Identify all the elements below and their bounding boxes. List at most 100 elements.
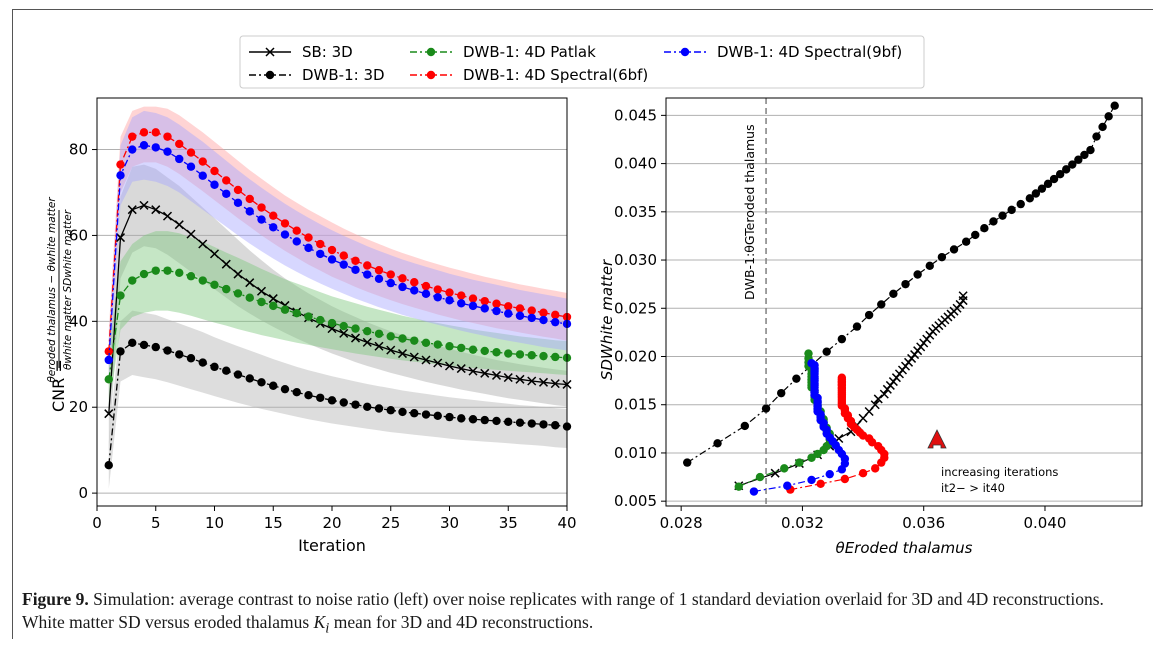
left-point bbox=[397, 349, 408, 359]
left-point bbox=[539, 351, 548, 361]
legend-label: DWB-1: 4D Spectral(6bf) bbox=[463, 66, 648, 84]
figure-caption: Figure 9. Simulation: average contrast t… bbox=[22, 588, 1132, 641]
left-point bbox=[374, 274, 384, 284]
left-point bbox=[269, 223, 278, 232]
left-point bbox=[292, 226, 301, 235]
legend-marker bbox=[265, 47, 275, 57]
left-point bbox=[221, 259, 231, 269]
left-point bbox=[398, 407, 407, 417]
right-xtick-label: 0.036 bbox=[902, 514, 945, 532]
left-point bbox=[116, 171, 125, 180]
left-point bbox=[222, 176, 231, 185]
left-point bbox=[104, 375, 113, 384]
right-point bbox=[852, 322, 862, 331]
left-point bbox=[504, 309, 513, 318]
right-point bbox=[822, 347, 831, 356]
right-xtick-label: 0.032 bbox=[781, 514, 824, 532]
left-point bbox=[257, 297, 266, 307]
left-ytick-label: 20 bbox=[69, 398, 88, 416]
left-ylabel: CNR = θeroded thalamus − θwhite matter θw… bbox=[46, 197, 74, 412]
right-point bbox=[783, 481, 792, 490]
left-point bbox=[257, 378, 266, 387]
left-point bbox=[551, 310, 560, 320]
annotation-line-2: it2− > it40 bbox=[941, 481, 1005, 495]
left-point bbox=[363, 402, 372, 411]
left-point bbox=[151, 143, 160, 152]
right-line-0 bbox=[686, 105, 1116, 464]
left-point bbox=[480, 346, 489, 356]
left-point bbox=[374, 404, 384, 413]
left-point bbox=[386, 345, 396, 355]
caption-tail: mean for 3D and 4D reconstructions. bbox=[329, 612, 594, 632]
left-point bbox=[339, 328, 349, 338]
right-line-3 bbox=[790, 377, 885, 491]
annotation-line-1: increasing iterations bbox=[941, 465, 1058, 479]
left-line-2 bbox=[108, 269, 568, 380]
left-point bbox=[116, 347, 125, 356]
left-point bbox=[269, 301, 278, 311]
right-point bbox=[1110, 101, 1119, 110]
left-ytick-label: 40 bbox=[69, 312, 88, 330]
left-point bbox=[445, 412, 454, 422]
left-point bbox=[139, 128, 149, 137]
right-ylabel-group: SDWhite matter bbox=[598, 259, 616, 380]
left-point bbox=[468, 415, 478, 424]
left-point bbox=[550, 379, 560, 389]
left-point bbox=[256, 286, 267, 296]
left-point bbox=[327, 396, 337, 405]
red-up-arrow-icon bbox=[927, 429, 947, 449]
left-point bbox=[363, 270, 372, 279]
left-point bbox=[445, 342, 454, 351]
left-ticks: 0 5 10 15 20 25 30 35 40 0 20 40 60 80 bbox=[69, 141, 577, 532]
right-point bbox=[770, 468, 780, 478]
left-point bbox=[198, 171, 207, 180]
left-point bbox=[175, 268, 184, 277]
left-xtick-label: 10 bbox=[205, 514, 224, 532]
left-point bbox=[527, 419, 536, 428]
left-point bbox=[233, 269, 243, 279]
left-point bbox=[433, 340, 442, 349]
left-point bbox=[492, 348, 501, 357]
left-ytick-label: 0 bbox=[78, 484, 88, 502]
caption-symbol-sub: i bbox=[325, 620, 330, 637]
left-point bbox=[198, 239, 208, 249]
left-point bbox=[409, 352, 419, 362]
left-point bbox=[163, 266, 172, 275]
left-point bbox=[210, 166, 219, 176]
left-point bbox=[116, 160, 125, 169]
right-point bbox=[1086, 145, 1095, 155]
left-point bbox=[209, 249, 220, 259]
left-point bbox=[175, 350, 184, 359]
left-point bbox=[445, 288, 454, 297]
left-point bbox=[457, 299, 466, 308]
left-series-1 bbox=[104, 338, 572, 470]
legend-entry-4: DWB-1: 4D Spectral(9bf) bbox=[664, 43, 902, 61]
left-point bbox=[116, 291, 125, 300]
left-ytick-label: 60 bbox=[69, 226, 88, 244]
right-point bbox=[961, 237, 971, 246]
left-point bbox=[386, 270, 395, 279]
right-point bbox=[1049, 174, 1059, 184]
left-point bbox=[198, 157, 207, 166]
left-point bbox=[104, 347, 113, 356]
gt-reference-label-group: DWB-1:θGTeroded thalamus bbox=[742, 124, 757, 300]
left-point bbox=[386, 406, 395, 415]
right-point bbox=[1062, 165, 1071, 174]
left-point bbox=[410, 409, 419, 418]
left-point bbox=[386, 278, 395, 288]
left-point bbox=[339, 321, 348, 331]
right-series-4 bbox=[749, 359, 850, 496]
left-point bbox=[551, 352, 560, 362]
left-xtick-label: 20 bbox=[322, 514, 341, 532]
left-point bbox=[304, 233, 313, 242]
right-point bbox=[1031, 189, 1041, 198]
right-point bbox=[1016, 199, 1025, 209]
left-point bbox=[304, 243, 313, 253]
left-point bbox=[151, 128, 160, 137]
left-point bbox=[527, 351, 536, 360]
right-point bbox=[807, 453, 816, 462]
left-point bbox=[539, 308, 548, 317]
left-point bbox=[104, 461, 113, 470]
left-point bbox=[433, 285, 442, 294]
right-reference: DWB-1:θGTeroded thalamus bbox=[742, 98, 767, 506]
